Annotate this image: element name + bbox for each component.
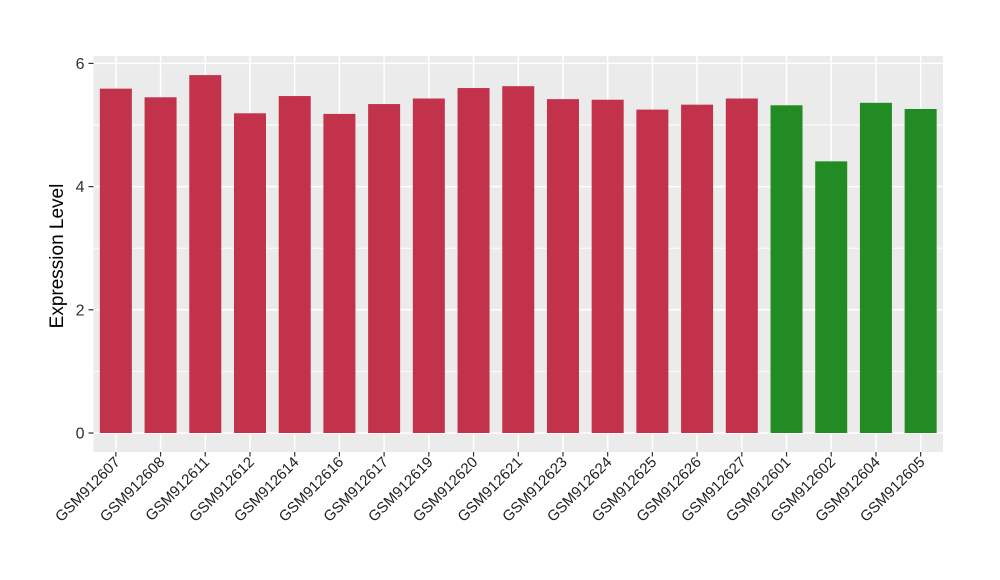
y-tick-label: 6 [76, 56, 85, 73]
y-tick-label: 0 [76, 426, 85, 443]
bar-GSM912625 [636, 109, 669, 433]
bar-GSM912626 [681, 104, 714, 433]
bar-GSM912621 [502, 86, 535, 433]
bar-GSM912617 [368, 104, 401, 433]
bar-GSM912607 [99, 88, 132, 433]
bar-GSM912604 [859, 102, 892, 433]
bar-GSM912605 [904, 108, 937, 433]
bar-GSM912611 [189, 75, 222, 433]
y-axis-ticks [88, 62, 94, 434]
bar-GSM912620 [457, 88, 490, 433]
bar-GSM912624 [591, 99, 624, 433]
bar-GSM912616 [323, 113, 356, 434]
bar-GSM912612 [233, 113, 266, 434]
y-axis-tick-labels: 0 2 4 6 [76, 56, 85, 443]
y-axis-title: Expression Level [47, 184, 68, 329]
bar-GSM912601 [770, 105, 803, 434]
bar-GSM912619 [412, 98, 445, 434]
bar-GSM912608 [144, 97, 177, 433]
y-tick-label: 2 [76, 302, 85, 319]
x-axis-tick-labels: GSM912607GSM912608GSM912611GSM912612GSM9… [52, 454, 928, 526]
bar-GSM912627 [725, 98, 758, 434]
y-tick-label: 4 [76, 179, 85, 196]
bar-GSM912602 [815, 161, 848, 433]
bar-GSM912614 [278, 96, 311, 433]
bar-GSM912623 [546, 99, 579, 434]
x-axis-ticks [115, 452, 922, 457]
bars-group [99, 75, 937, 434]
